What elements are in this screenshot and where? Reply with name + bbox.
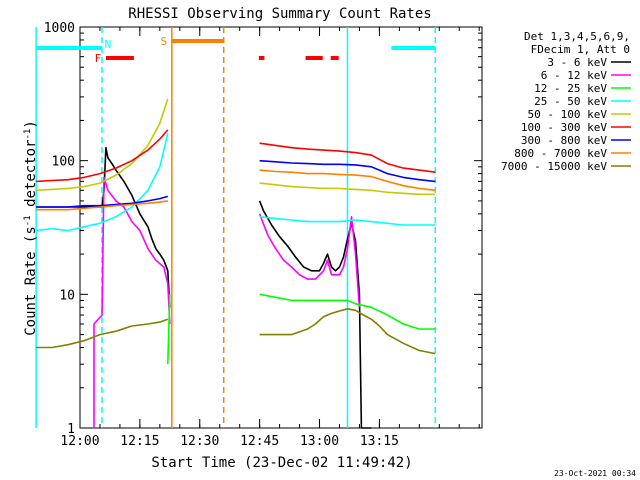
y-axis-label: Count Rate (s-1 detector-1) — [23, 120, 39, 336]
legend-label-50-100-kev: 50 - 100 keV — [528, 108, 608, 121]
plot-frame — [79, 26, 483, 429]
series-12-25-kev — [167, 293, 436, 365]
chart-title: RHESSI Observing Summary Count Rates — [128, 6, 431, 22]
interval-markers — [35, 27, 437, 428]
y-tick-label: 1000 — [44, 21, 75, 36]
flag-label-f: F — [95, 52, 102, 65]
y-label-mid: detector — [23, 140, 39, 216]
series-25-50-kev — [36, 133, 436, 232]
y-label-end: ) — [23, 120, 39, 128]
legend: Det 1,3,4,5,6,9, FDecim 1, Att 0 3 - 6 k… — [501, 30, 631, 173]
x-tick-label: 12:15 — [120, 434, 159, 449]
series-300-800-kev — [36, 159, 436, 208]
flag-label-s: S — [161, 35, 168, 48]
legend-label-7000-15000-kev: 7000 - 15000 keV — [501, 160, 607, 173]
legend-label-300-800-kev: 300 - 800 keV — [521, 134, 607, 147]
series-7000-15000-kev — [36, 308, 436, 355]
legend-label-6-12-kev: 6 - 12 keV — [541, 69, 608, 82]
legend-header-2: FDecim 1, Att 0 — [531, 43, 630, 56]
x-tick-label: 13:00 — [300, 434, 339, 449]
legend-label-100-300-kev: 100 - 300 keV — [521, 121, 607, 134]
legend-label-12-25-kev: 12 - 25 keV — [534, 82, 607, 95]
series-100-300-kev — [36, 129, 436, 183]
footer-timestamp: 23-Oct-2021 00:34 — [554, 469, 636, 478]
legend-header-1: Det 1,3,4,5,6,9, — [524, 30, 630, 43]
series-800-7000-kev — [36, 169, 436, 211]
x-tick-label: 12:00 — [60, 434, 99, 449]
y-tick-label: 100 — [52, 155, 75, 170]
x-tick-label: 12:30 — [180, 434, 219, 449]
x-axis: 12:00 12:15 12:30 12:45 13:00 13:15 — [60, 27, 480, 449]
series-50-100-kev — [36, 98, 436, 196]
legend-label-25-50-kev: 25 - 50 keV — [534, 95, 607, 108]
flag-label-n: N — [105, 38, 112, 51]
series-6-12-kev — [93, 176, 361, 428]
y-tick-label: 1 — [67, 422, 75, 437]
y-axis: 1 10 100 1000 — [44, 21, 482, 437]
y-tick-label: 10 — [59, 288, 75, 303]
series-3-6-kev — [36, 146, 372, 429]
x-tick-label: 12:45 — [240, 434, 279, 449]
y-label-main: Count Rate (s — [23, 226, 39, 336]
flag-bars: NF S — [36, 35, 436, 65]
series-lines — [36, 98, 436, 429]
y-label-sup2: -1 — [23, 129, 33, 140]
x-tick-label: 13:15 — [360, 434, 399, 449]
legend-label-800-7000-kev: 800 - 7000 keV — [514, 147, 607, 160]
y-label-sup1: -1 — [23, 215, 33, 226]
legend-label-3-6-kev: 3 - 6 keV — [547, 56, 607, 69]
x-axis-label: Start Time (23-Dec-02 11:49:42) — [151, 455, 412, 471]
